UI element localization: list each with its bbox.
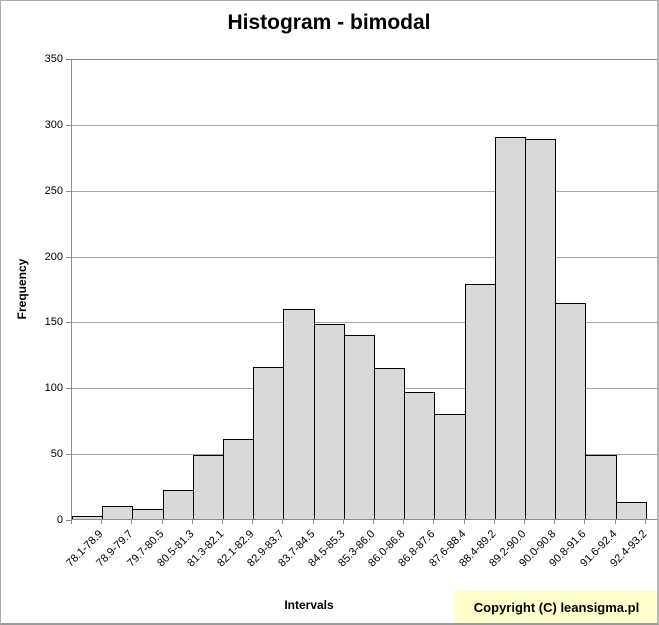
y-tick-label: 0	[56, 514, 63, 526]
y-tick-label: 300	[44, 118, 63, 131]
x-axis-tick	[191, 520, 193, 524]
x-axis-tick	[524, 520, 525, 524]
y-axis-tick	[66, 190, 71, 192]
histogram-bar	[615, 501, 647, 519]
y-axis-tick	[66, 59, 71, 60]
gridline	[72, 124, 657, 126]
y-tick-label: 200	[44, 250, 63, 263]
x-axis-tick	[463, 520, 465, 524]
x-tick-label: 92.4-93.2	[607, 528, 650, 570]
x-axis-tick	[493, 520, 495, 524]
y-axis-tick	[66, 124, 71, 126]
x-axis-tick	[131, 520, 133, 524]
y-axis-title: Frequency	[15, 258, 29, 320]
histogram-bar	[313, 323, 345, 519]
histogram-bar	[464, 284, 496, 519]
histogram-bar	[434, 414, 466, 519]
y-axis-tick	[66, 388, 71, 390]
x-axis-tick	[644, 520, 646, 524]
x-axis-tick	[342, 520, 344, 524]
y-axis-tick	[66, 454, 71, 456]
gridline	[72, 190, 657, 192]
histogram-bar	[404, 391, 436, 519]
histogram-bar	[585, 454, 617, 519]
histogram-bar	[343, 335, 375, 519]
histogram-bar	[102, 505, 134, 519]
histogram-bar	[374, 368, 406, 519]
histogram-bar	[132, 508, 164, 519]
histogram-bar	[192, 454, 224, 519]
x-axis-tick	[252, 520, 254, 524]
copyright-text: Copyright (C) leansigma.pl	[473, 599, 640, 615]
histogram-bar	[223, 439, 255, 519]
x-axis-tick	[373, 520, 374, 524]
histogram-bar	[283, 309, 315, 519]
y-tick-label: 100	[44, 382, 63, 395]
histogram-bar	[525, 138, 557, 519]
y-axis-tick	[66, 256, 71, 258]
x-axis-tick	[312, 520, 314, 524]
bars-layer	[72, 60, 657, 519]
y-axis-tick	[66, 322, 71, 324]
x-axis-tick	[282, 520, 284, 524]
x-axis-tick	[222, 520, 223, 524]
y-tick-label: 50	[50, 448, 63, 461]
histogram-bar	[162, 490, 194, 519]
y-tick-label: 150	[44, 316, 63, 329]
x-axis-tick	[161, 520, 163, 524]
x-axis-tick	[101, 520, 103, 524]
x-axis-tick	[433, 520, 435, 524]
histogram-bar	[494, 137, 526, 519]
chart-title: Histogram - bimodal	[227, 11, 431, 34]
gridline	[72, 256, 657, 258]
x-axis-tick	[71, 520, 72, 524]
x-axis-title: Intervals	[284, 598, 334, 612]
gridline	[72, 322, 657, 324]
y-tick-label: 350	[44, 53, 63, 65]
y-axis-tick	[66, 520, 71, 521]
histogram-bar	[253, 366, 285, 519]
x-axis-tick	[554, 520, 556, 524]
histogram-bar	[555, 302, 587, 519]
x-axis-tick	[614, 520, 616, 524]
y-tick-label: 250	[44, 184, 63, 197]
x-axis-tick	[403, 520, 405, 524]
x-axis-tick	[584, 520, 586, 524]
histogram-bar	[72, 516, 104, 519]
copyright-badge: Copyright (C) leansigma.pl	[455, 591, 657, 623]
